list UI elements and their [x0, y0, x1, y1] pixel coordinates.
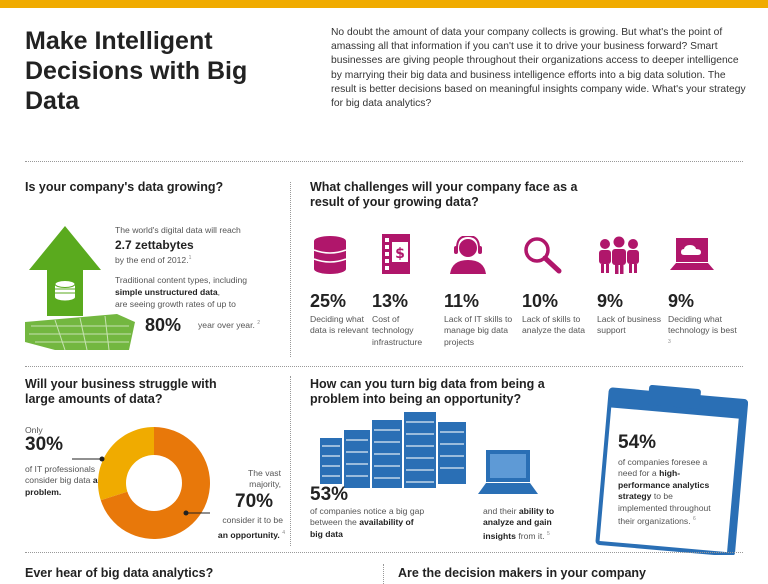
analytics-percent: 54% [618, 432, 657, 453]
growth-percent: 80% [145, 315, 182, 335]
challenge-label: Lack of skills to analyze the data [522, 314, 586, 336]
challenge-item: 25% Deciding what data is relevant [310, 290, 374, 337]
zettabytes-stat: 2.7 zettabytes [115, 238, 194, 252]
building-dollar-icon: $ [382, 234, 410, 274]
divider [290, 182, 291, 357]
clipboard-icon [595, 385, 748, 555]
gap-percent: 53% [310, 484, 349, 505]
challenge-item: 11% Lack of IT skills to manage big data… [444, 290, 514, 348]
content-types-text: Traditional content types, including [115, 275, 248, 285]
gap-text: of companies notice a big gap between th… [310, 506, 425, 539]
growth-suffix: year over year. 2 [198, 319, 261, 330]
challenge-item: 13% Cost of technology infrastructure [372, 290, 436, 348]
insights-text: and their ability to analyze and gain in… [483, 506, 555, 541]
people-group-icon [599, 236, 639, 274]
laptop-cloud-icon [670, 238, 714, 270]
analytics-text: of companies foresee a need for a high-p… [618, 457, 711, 526]
divider [383, 564, 384, 584]
challenge-item: 9% Lack of business support [597, 290, 661, 337]
magnifier-icon [524, 237, 562, 274]
vast-majority-text: The vast majority, [248, 468, 281, 490]
database-icon [54, 280, 76, 301]
top-accent-bar [0, 0, 768, 8]
challenge-percent: 11% [444, 291, 480, 311]
section-title-opportunity: How can you turn big data from being a p… [310, 377, 545, 406]
database-icon [313, 236, 347, 274]
svg-text:$: $ [395, 246, 405, 262]
divider [290, 376, 291, 546]
growth-rate-text: are seeing growth rates of up to [115, 299, 236, 309]
challenge-label: Cost of technology infrastructure [372, 314, 423, 347]
challenge-percent: 10% [522, 291, 559, 311]
laptop-icon [478, 450, 538, 494]
challenge-label: Deciding what data is relevant [310, 314, 369, 336]
divider [25, 366, 743, 367]
challenge-item: 9% Deciding what technology is best 3 [668, 290, 738, 350]
intro-paragraph: No doubt the amount of data your company… [331, 27, 746, 110]
opportunity-text: consider it to be [222, 515, 283, 525]
opportunity-bold: an opportunity. 4 [217, 529, 285, 540]
challenge-percent: 13% [372, 291, 409, 311]
challenge-item: 10% Lack of skills to analyze the data [522, 290, 586, 337]
problem-text: of IT professionals consider big data a … [25, 464, 98, 497]
challenge-percent: 9% [597, 291, 624, 311]
stat-intro-text: The world's digital data will reach [115, 225, 241, 235]
stat-date-text: by the end of 2012.1 [115, 254, 192, 265]
only-label: Only [25, 425, 43, 435]
section-title-growing: Is your company's data growing? [25, 180, 224, 194]
section-title-challenges: What challenges will your company face a… [310, 180, 578, 209]
unstructured-text: simple unstructured data, [115, 287, 221, 297]
headset-user-icon [450, 236, 486, 274]
divider [25, 161, 743, 162]
challenge-label: Lack of business support [597, 314, 662, 336]
section-title-analytics: Ever hear of big data analytics? [25, 566, 214, 580]
donut-chart [97, 427, 210, 539]
page-title: Make Intelligent Decisions with Big Data [25, 27, 248, 115]
growth-arrow-icon [25, 226, 135, 350]
section-title-decision-makers: Are the decision makers in your company [398, 566, 646, 580]
challenge-label: Lack of IT skills to manage big data pro… [444, 314, 513, 347]
opportunity-percent: 70% [235, 491, 274, 512]
section-title-struggle: Will your business struggle with large a… [25, 377, 217, 406]
divider [25, 552, 743, 553]
problem-percent: 30% [25, 434, 64, 455]
server-racks-icon [320, 412, 466, 488]
challenge-percent: 9% [668, 291, 695, 311]
challenge-label: Deciding what technology is best 3 [668, 314, 737, 345]
challenge-percent: 25% [310, 291, 347, 311]
